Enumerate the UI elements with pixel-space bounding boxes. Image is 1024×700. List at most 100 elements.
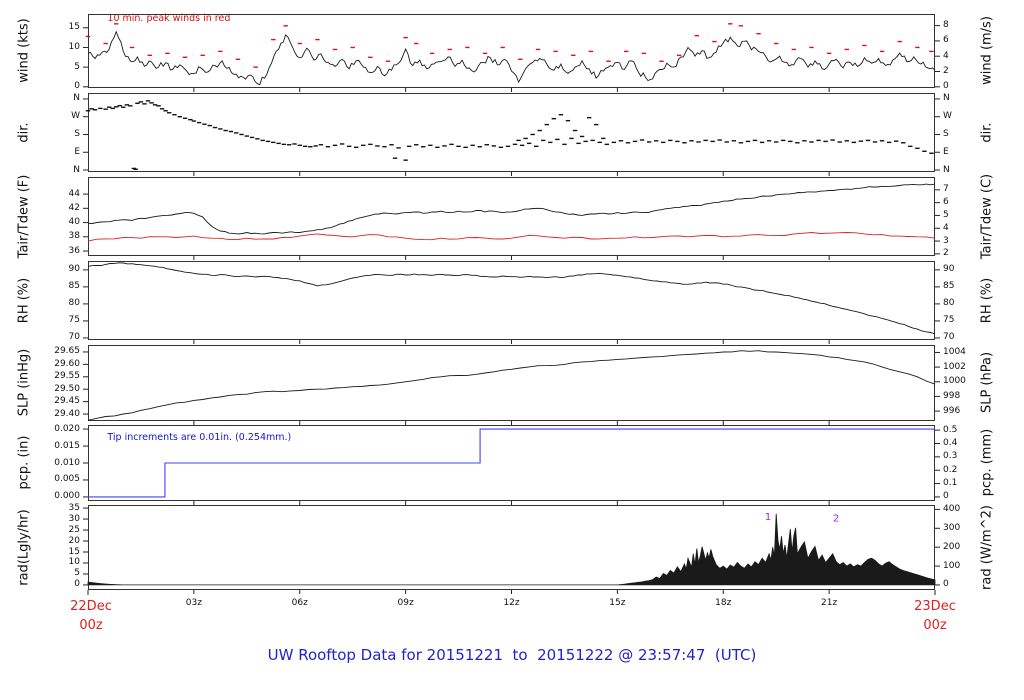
chart-title: UW Rooftop Data for 20151221 to 20151222… (267, 646, 757, 664)
tick-label: 80 (943, 298, 955, 309)
event-marker-2: 2 (833, 513, 839, 524)
tick-label: N (73, 164, 80, 175)
tick-label: 7 (943, 184, 949, 195)
tick-label: 3 (943, 235, 949, 246)
tick-label: 5 (74, 61, 80, 72)
tick-label: 0.3 (943, 451, 958, 462)
tick-label: 15 (68, 546, 80, 557)
tick-label: 15 (68, 22, 80, 33)
panel-radiation: rad(Lgly/hr) rad (W/m^2) 1 2 0 5 10 15 20 25 30 3… (17, 503, 995, 595)
direction-plot-svg (83, 93, 940, 176)
tick-label: 29.50 (54, 383, 80, 394)
tick-label: 4 (943, 50, 949, 61)
radiation-series-0 (87, 513, 936, 586)
x-tick-label-21z: 21z (821, 598, 838, 608)
tick-label: 29.65 (54, 346, 80, 357)
tick-label: 0.000 (54, 491, 80, 502)
tick-label: 29.40 (54, 408, 80, 419)
tick-label: 998 (943, 390, 961, 401)
tick-label: 75 (68, 315, 80, 326)
pressure-series-0 (87, 350, 936, 421)
tick-label: 10 (68, 557, 80, 568)
x-tick-label-03z: 03z (185, 598, 202, 608)
tick-label: 90 (943, 264, 955, 275)
start-hour: 00z (79, 618, 103, 633)
x-axis-start-label: 22Dec 00z (56, 597, 126, 635)
event-marker-1: 1 (765, 512, 771, 523)
tick-label: 2 (943, 248, 949, 259)
tip-increments-annotation: Tip increments are 0.01in. (0.254mm.) (107, 432, 292, 444)
tick-label: 25 (68, 524, 80, 535)
tick-label: 6 (943, 197, 949, 208)
tick-label: 10 (68, 41, 80, 52)
panel-pressure: SLP (inHg) SLP (hPa) 29.40 29.45 29.50 29.5… (17, 345, 995, 425)
x-axis-end-label: 23Dec 00z (900, 597, 970, 635)
tick-label: 0.1 (943, 478, 958, 489)
tick-label: 100 (943, 560, 961, 571)
tick-label: E (74, 146, 80, 157)
tick-label: 42 (68, 202, 80, 213)
tick-label: 5 (74, 568, 80, 579)
temperature-series-1 (87, 232, 936, 242)
x-tick-label-12z: 12z (503, 598, 520, 608)
precipitation-plot-svg (83, 425, 940, 505)
tick-label: 200 (943, 541, 961, 552)
wind-plot-svg (83, 14, 940, 92)
tick-label: 6 (943, 35, 949, 46)
tick-label: S (943, 128, 949, 139)
tick-label: 4 (943, 222, 949, 233)
tick-label: 29.60 (54, 358, 80, 369)
start-date: 22Dec (70, 599, 112, 614)
panel-wind: wind (kts) wind (m/s) 10 min. peak winds… (17, 12, 995, 92)
precipitation-series-0 (88, 428, 935, 498)
tick-label: 0 (943, 491, 949, 502)
tick-label: N (943, 93, 950, 104)
tick-label: W (71, 111, 80, 122)
tick-label: 0.020 (54, 423, 80, 434)
tick-label: 0.010 (54, 457, 80, 468)
tick-label: 400 (943, 503, 961, 514)
tick-label: 38 (68, 231, 80, 242)
tick-label: 0.4 (943, 437, 958, 448)
x-tick-label-18z: 18z (715, 598, 732, 608)
tick-label: 70 (943, 332, 955, 343)
tick-label: 44 (68, 188, 80, 199)
tick-label: N (943, 164, 950, 175)
x-tick-label-06z: 06z (291, 598, 308, 608)
panel-precipitation: pcp. (in) pcp. (mm) Tip increments are 0… (17, 424, 995, 505)
tick-label: 85 (68, 281, 80, 292)
tick-label: 30 (68, 513, 80, 524)
tick-label: 300 (943, 522, 961, 533)
panel-humidity: RH (%) RH (%) 70 75 80 85 90 70 75 80 85 90 (17, 261, 995, 344)
x-tick-label-09z: 09z (397, 598, 414, 608)
tick-label: 75 (943, 315, 955, 326)
tick-label: 35 (68, 502, 80, 513)
pressure-plot-svg (83, 345, 940, 425)
tick-label: 0 (74, 81, 80, 92)
peak-winds-annotation: 10 min. peak winds in red (107, 12, 231, 24)
tick-label: E (943, 146, 949, 157)
humidity-plot-svg (83, 261, 940, 344)
wind-series-0 (87, 30, 936, 86)
temperature-series-0 (87, 183, 936, 235)
end-hour: 00z (923, 618, 947, 633)
humidity-series-0 (87, 262, 936, 335)
tick-label: 0.005 (54, 474, 80, 485)
tick-label: 1004 (943, 346, 966, 357)
panel-temperature: Tair/Tdew (F) Tair/Tdew (C) 36 38 40 42 44 2 3… (17, 173, 995, 260)
tick-label: 70 (68, 332, 80, 343)
tick-label: 1000 (943, 376, 966, 387)
tick-label: 90 (68, 264, 80, 275)
tick-label: 85 (943, 281, 955, 292)
end-date: 23Dec (914, 599, 956, 614)
tick-label: S (74, 128, 80, 139)
tick-label: N (73, 93, 80, 104)
tick-label: 0.015 (54, 440, 80, 451)
tick-label: W (943, 111, 952, 122)
tick-label: 80 (68, 298, 80, 309)
temperature-plot-svg (83, 177, 940, 260)
tick-label: 8 (943, 20, 949, 31)
tick-label: 0 (943, 579, 949, 590)
